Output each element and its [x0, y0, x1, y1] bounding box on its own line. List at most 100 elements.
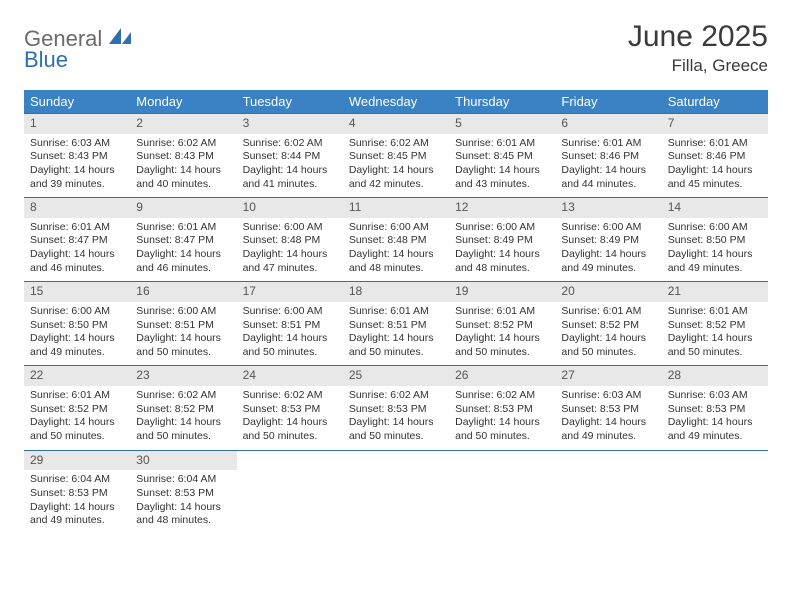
calendar-week-row: 1Sunrise: 6:03 AMSunset: 8:43 PMDaylight…	[24, 113, 768, 197]
daylight-line2: and 46 minutes.	[136, 262, 230, 276]
sunrise-text: Sunrise: 6:01 AM	[455, 137, 549, 151]
sunset-text: Sunset: 8:52 PM	[561, 319, 655, 333]
daylight-line2: and 42 minutes.	[349, 178, 443, 192]
sunset-text: Sunset: 8:48 PM	[243, 234, 337, 248]
daylight-line2: and 40 minutes.	[136, 178, 230, 192]
day-details: Sunrise: 6:01 AMSunset: 8:51 PMDaylight:…	[343, 302, 449, 366]
sunrise-text: Sunrise: 6:04 AM	[136, 473, 230, 487]
day-number: 7	[662, 114, 768, 134]
calendar-empty-cell	[449, 451, 555, 534]
calendar-day-cell: 4Sunrise: 6:02 AMSunset: 8:45 PMDaylight…	[343, 114, 449, 197]
day-details: Sunrise: 6:02 AMSunset: 8:44 PMDaylight:…	[237, 134, 343, 198]
daylight-line1: Daylight: 14 hours	[349, 416, 443, 430]
day-details: Sunrise: 6:00 AMSunset: 8:51 PMDaylight:…	[237, 302, 343, 366]
daylight-line1: Daylight: 14 hours	[30, 416, 124, 430]
day-number: 24	[237, 366, 343, 386]
sunrise-text: Sunrise: 6:01 AM	[30, 389, 124, 403]
day-number: 4	[343, 114, 449, 134]
daylight-line1: Daylight: 14 hours	[30, 332, 124, 346]
daylight-line2: and 50 minutes.	[136, 346, 230, 360]
calendar-week-row: 29Sunrise: 6:04 AMSunset: 8:53 PMDayligh…	[24, 450, 768, 534]
daylight-line1: Daylight: 14 hours	[455, 416, 549, 430]
day-number: 23	[130, 366, 236, 386]
daylight-line1: Daylight: 14 hours	[668, 332, 762, 346]
day-details: Sunrise: 6:02 AMSunset: 8:52 PMDaylight:…	[130, 386, 236, 450]
calendar-body: 1Sunrise: 6:03 AMSunset: 8:43 PMDaylight…	[24, 113, 768, 534]
sunset-text: Sunset: 8:51 PM	[243, 319, 337, 333]
daylight-line1: Daylight: 14 hours	[136, 501, 230, 515]
calendar-day-cell: 2Sunrise: 6:02 AMSunset: 8:43 PMDaylight…	[130, 114, 236, 197]
sunset-text: Sunset: 8:44 PM	[243, 150, 337, 164]
logo-text-blue: Blue	[24, 49, 131, 71]
sunrise-text: Sunrise: 6:00 AM	[561, 221, 655, 235]
sunrise-text: Sunrise: 6:02 AM	[349, 137, 443, 151]
sunset-text: Sunset: 8:45 PM	[349, 150, 443, 164]
daylight-line2: and 49 minutes.	[30, 514, 124, 528]
day-number: 9	[130, 198, 236, 218]
daylight-line2: and 50 minutes.	[243, 430, 337, 444]
daylight-line1: Daylight: 14 hours	[561, 248, 655, 262]
daylight-line1: Daylight: 14 hours	[136, 332, 230, 346]
daylight-line1: Daylight: 14 hours	[136, 164, 230, 178]
day-details: Sunrise: 6:01 AMSunset: 8:52 PMDaylight:…	[662, 302, 768, 366]
day-details: Sunrise: 6:03 AMSunset: 8:53 PMDaylight:…	[662, 386, 768, 450]
sunrise-text: Sunrise: 6:03 AM	[668, 389, 762, 403]
daylight-line1: Daylight: 14 hours	[30, 248, 124, 262]
sunset-text: Sunset: 8:50 PM	[30, 319, 124, 333]
calendar-day-cell: 29Sunrise: 6:04 AMSunset: 8:53 PMDayligh…	[24, 451, 130, 534]
sunset-text: Sunset: 8:48 PM	[349, 234, 443, 248]
sunset-text: Sunset: 8:52 PM	[455, 319, 549, 333]
calendar-day-cell: 17Sunrise: 6:00 AMSunset: 8:51 PMDayligh…	[237, 282, 343, 365]
sunrise-text: Sunrise: 6:02 AM	[455, 389, 549, 403]
sunrise-text: Sunrise: 6:00 AM	[668, 221, 762, 235]
day-number: 26	[449, 366, 555, 386]
sunrise-text: Sunrise: 6:00 AM	[30, 305, 124, 319]
sunset-text: Sunset: 8:52 PM	[30, 403, 124, 417]
sunset-text: Sunset: 8:47 PM	[136, 234, 230, 248]
daylight-line1: Daylight: 14 hours	[136, 416, 230, 430]
logo-sail-icon	[109, 28, 131, 46]
daylight-line1: Daylight: 14 hours	[561, 416, 655, 430]
daylight-line2: and 49 minutes.	[561, 262, 655, 276]
daylight-line2: and 49 minutes.	[668, 430, 762, 444]
title-block: June 2025 Filla, Greece	[628, 20, 768, 76]
day-number: 2	[130, 114, 236, 134]
weekday-header: Saturday	[662, 90, 768, 113]
calendar-day-cell: 15Sunrise: 6:00 AMSunset: 8:50 PMDayligh…	[24, 282, 130, 365]
calendar-day-cell: 9Sunrise: 6:01 AMSunset: 8:47 PMDaylight…	[130, 198, 236, 281]
sunset-text: Sunset: 8:49 PM	[455, 234, 549, 248]
calendar-day-cell: 28Sunrise: 6:03 AMSunset: 8:53 PMDayligh…	[662, 366, 768, 449]
daylight-line1: Daylight: 14 hours	[30, 164, 124, 178]
calendar-day-cell: 6Sunrise: 6:01 AMSunset: 8:46 PMDaylight…	[555, 114, 661, 197]
calendar-day-cell: 26 Sunrise: 6:02 AMSunset: 8:53 PMDayligh…	[449, 366, 555, 449]
daylight-line1: Daylight: 14 hours	[243, 248, 337, 262]
calendar-day-cell: 5Sunrise: 6:01 AMSunset: 8:45 PMDaylight…	[449, 114, 555, 197]
calendar-day-cell: 13Sunrise: 6:00 AMSunset: 8:49 PMDayligh…	[555, 198, 661, 281]
brand-logo: General Blue	[24, 20, 131, 71]
day-details: Sunrise: 6:03 AMSunset: 8:53 PMDaylight:…	[555, 386, 661, 450]
logo-text-block: General Blue	[24, 28, 131, 71]
daylight-line1: Daylight: 14 hours	[668, 416, 762, 430]
sunrise-text: Sunrise: 6:00 AM	[455, 221, 549, 235]
daylight-line1: Daylight: 14 hours	[455, 248, 549, 262]
day-number: 20	[555, 282, 661, 302]
calendar-day-cell: 22Sunrise: 6:01 AMSunset: 8:52 PMDayligh…	[24, 366, 130, 449]
daylight-line2: and 48 minutes.	[349, 262, 443, 276]
weekday-header: Tuesday	[237, 90, 343, 113]
calendar-day-cell: 21Sunrise: 6:01 AMSunset: 8:52 PMDayligh…	[662, 282, 768, 365]
sunrise-text: Sunrise: 6:01 AM	[455, 305, 549, 319]
calendar-day-cell: 3Sunrise: 6:02 AMSunset: 8:44 PMDaylight…	[237, 114, 343, 197]
sunrise-text: Sunrise: 6:01 AM	[349, 305, 443, 319]
daylight-line2: and 49 minutes.	[561, 430, 655, 444]
daylight-line1: Daylight: 14 hours	[349, 332, 443, 346]
calendar-empty-cell	[343, 451, 449, 534]
calendar-day-cell: 8Sunrise: 6:01 AMSunset: 8:47 PMDaylight…	[24, 198, 130, 281]
sunrise-text: Sunrise: 6:01 AM	[561, 305, 655, 319]
sunrise-text: Sunrise: 6:00 AM	[136, 305, 230, 319]
daylight-line1: Daylight: 14 hours	[349, 248, 443, 262]
title-month: June 2025	[628, 20, 768, 54]
day-details: Sunrise: 6:02 AMSunset: 8:43 PMDaylight:…	[130, 134, 236, 198]
day-number: 30	[130, 451, 236, 471]
sunset-text: Sunset: 8:53 PM	[455, 403, 549, 417]
title-location: Filla, Greece	[628, 56, 768, 76]
